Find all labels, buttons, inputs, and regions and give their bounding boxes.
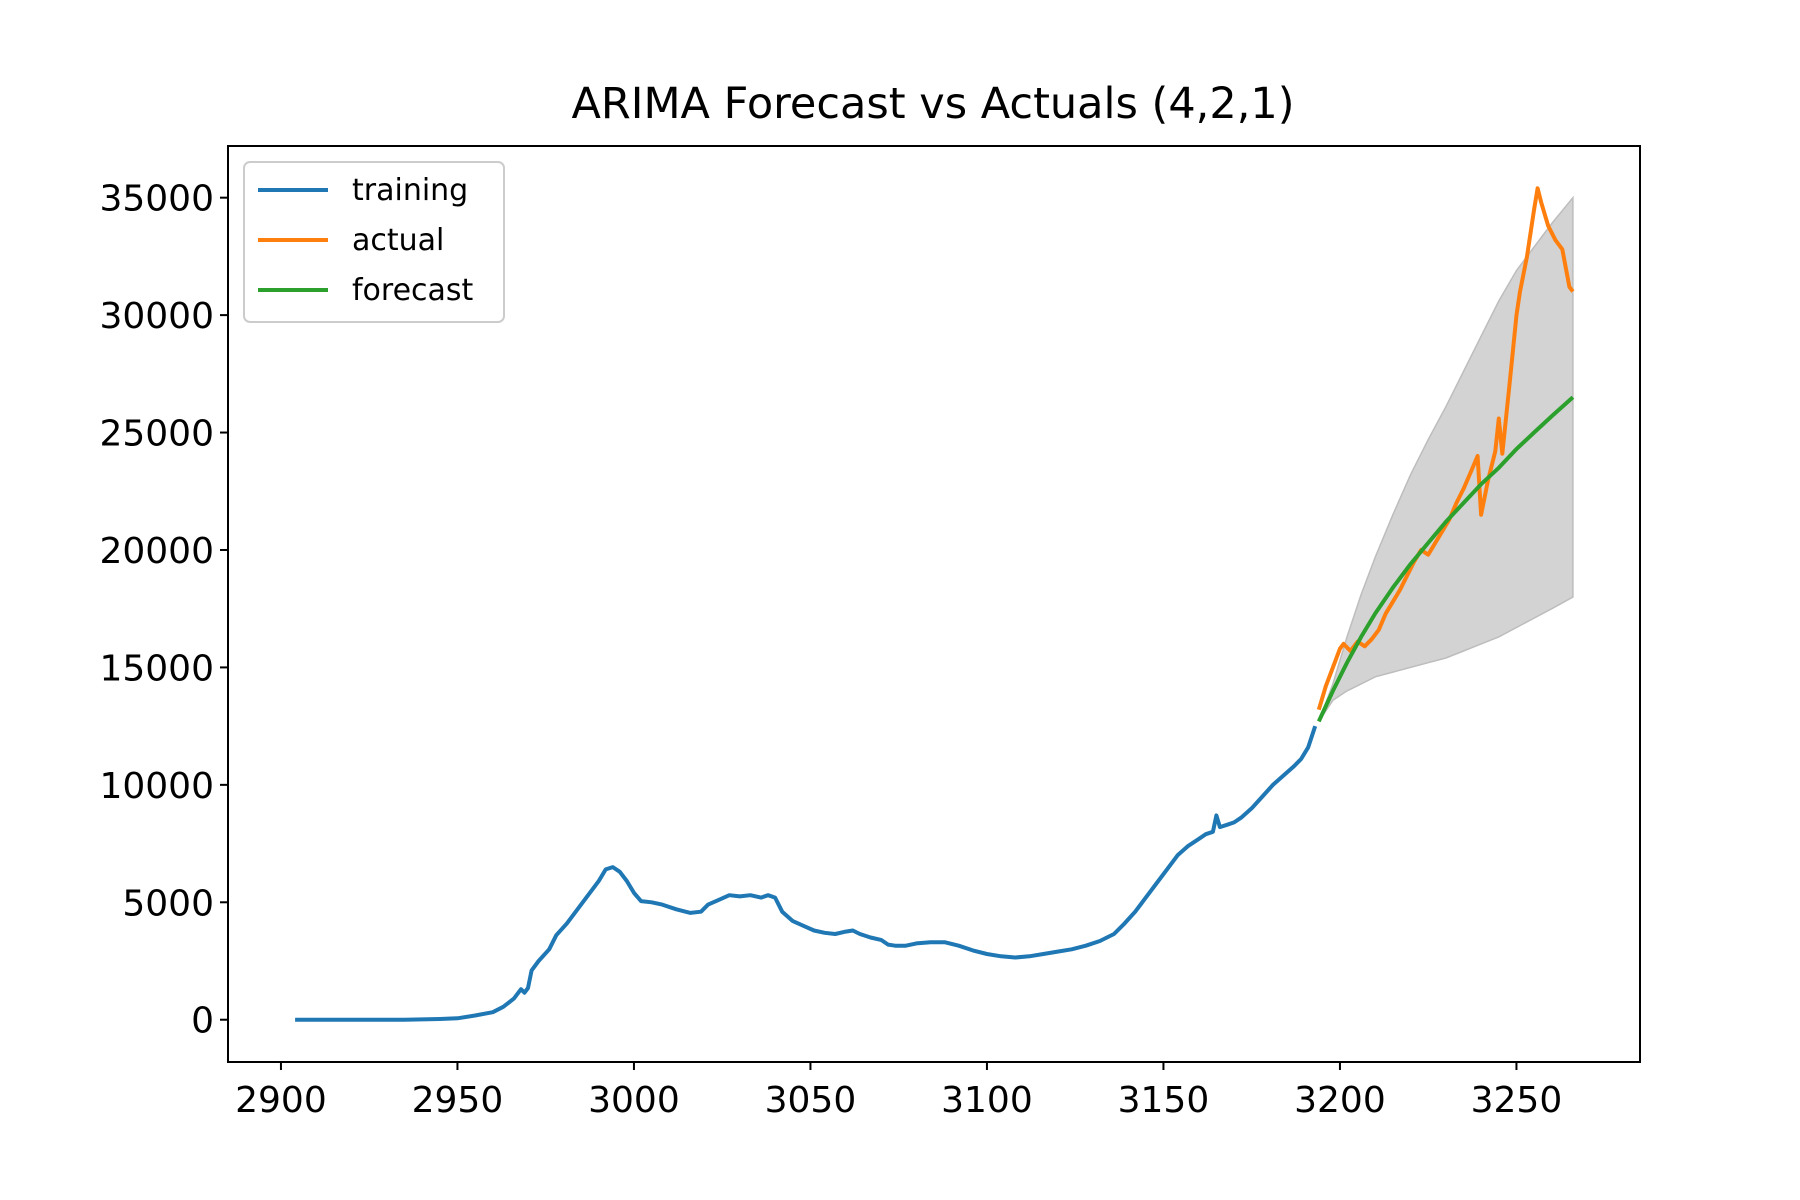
y-tick-label: 15000	[99, 648, 214, 689]
x-tick-label: 3200	[1294, 1080, 1386, 1121]
x-tick-label: 3250	[1471, 1080, 1563, 1121]
y-tick-label: 30000	[99, 296, 214, 337]
x-tick-label: 2900	[235, 1080, 327, 1121]
series-line-actual	[1316, 186, 1575, 711]
y-tick-label: 5000	[122, 883, 214, 924]
x-tick-label: 2950	[412, 1080, 504, 1121]
y-tick-label: 20000	[99, 531, 214, 572]
legend-label-actual: actual	[352, 223, 444, 258]
y-tick-label: 35000	[99, 179, 214, 220]
legend-label-forecast: forecast	[352, 273, 474, 308]
series-line-training	[295, 725, 1318, 1022]
x-tick-label: 3050	[765, 1080, 857, 1121]
axis-ticks: 2900 2950 3000 3050 3100 3150 3200 3250 0 5000 100…	[99, 179, 1562, 1121]
plot-area	[295, 186, 1575, 1022]
plot-frame	[227, 145, 1641, 1063]
x-tick-label: 3100	[941, 1080, 1033, 1121]
legend-box	[243, 161, 505, 323]
legend-label-training: training	[352, 173, 468, 208]
x-tick-label: 3150	[1118, 1080, 1210, 1121]
y-tick-label: 25000	[99, 414, 214, 455]
legend: training actual forecast	[243, 161, 505, 323]
y-tick-label: 0	[191, 1001, 214, 1042]
chart-title: ARIMA Forecast vs Actuals (4,2,1)	[571, 79, 1294, 129]
x-tick-label: 3000	[588, 1080, 680, 1121]
series-line-forecast	[1316, 395, 1575, 723]
y-tick-label: 10000	[99, 766, 214, 807]
